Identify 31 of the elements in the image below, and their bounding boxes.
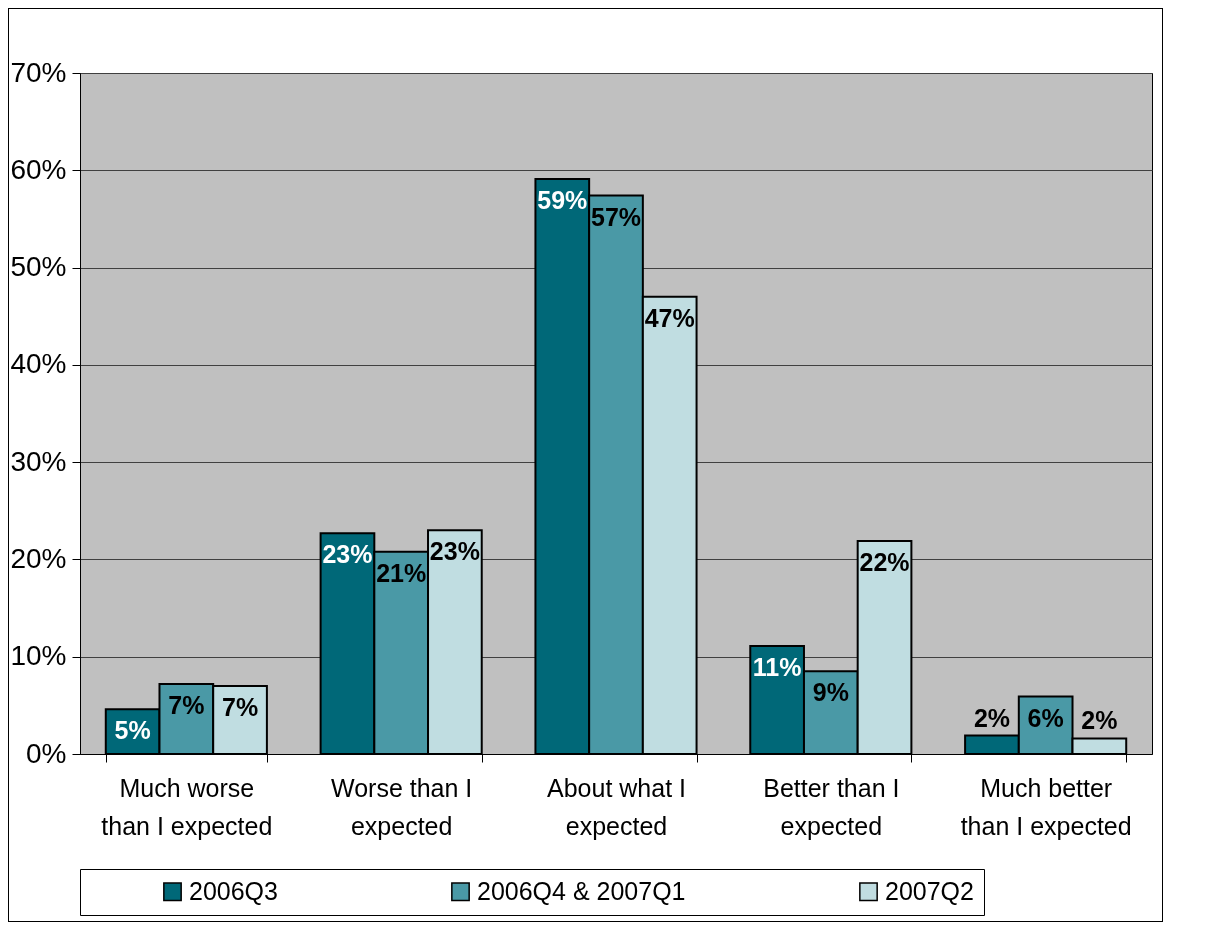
data-label: 23% bbox=[322, 540, 373, 569]
data-label: 57% bbox=[590, 202, 642, 231]
data-label: 22% bbox=[859, 547, 910, 576]
data-label: 9% bbox=[812, 678, 849, 707]
y-tick-label: 20% bbox=[10, 542, 67, 574]
x-tick-label: Worse than I expected bbox=[331, 773, 473, 840]
data-label: 23% bbox=[429, 537, 480, 566]
data-label: 47% bbox=[644, 303, 695, 332]
x-tick-label: About what I expected bbox=[547, 773, 686, 840]
data-label: 59% bbox=[537, 186, 588, 215]
x-tick-label: Much better than I expected bbox=[960, 773, 1132, 840]
data-label: 2% bbox=[973, 703, 1011, 732]
y-tick-label: 10% bbox=[10, 640, 67, 672]
y-tick-label: 60% bbox=[10, 153, 67, 185]
x-tick-label: Better than I expected bbox=[763, 773, 900, 840]
y-tick-label: 40% bbox=[10, 348, 67, 380]
data-label: 21% bbox=[376, 558, 427, 587]
y-tick-label: 50% bbox=[10, 251, 67, 283]
data-label: 11% bbox=[752, 653, 802, 682]
y-tick-label: 30% bbox=[10, 445, 67, 477]
x-tick-label: Much worse than I expected bbox=[101, 773, 273, 840]
data-label: 5% bbox=[114, 716, 151, 745]
data-label: 7% bbox=[221, 692, 259, 721]
legend-label: 2006Q3 bbox=[189, 876, 278, 905]
y-tick-label: 70% bbox=[10, 56, 67, 88]
data-label: 2% bbox=[1081, 706, 1118, 735]
legend-label: 2006Q4 & 2007Q1 bbox=[477, 876, 686, 905]
data-label: 6% bbox=[1027, 703, 1064, 732]
y-tick-label: 0% bbox=[26, 737, 67, 769]
data-label: 7% bbox=[168, 690, 205, 719]
legend-label: 2007Q2 bbox=[885, 876, 974, 905]
